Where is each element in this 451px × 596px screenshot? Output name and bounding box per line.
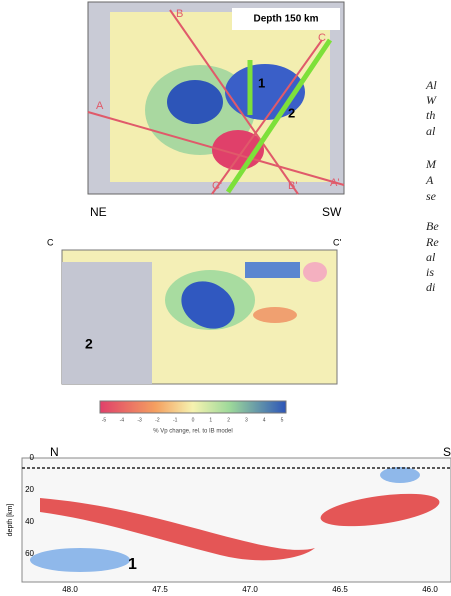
map-label: C [318, 32, 326, 44]
section-anomaly [253, 307, 297, 323]
profile-figure: 1 depth [km] [7, 458, 451, 582]
colorbar-tick: 4 [263, 417, 266, 423]
colorbar-tick: 0 [192, 417, 195, 423]
page: Depth 150 km A B C A' B' C' 1 2 NE SW C … [0, 0, 451, 596]
section-anomaly [303, 262, 327, 282]
x-tick-label: 48.0 [62, 585, 78, 594]
text-fragment: M [425, 157, 437, 171]
direction-label: NE [90, 205, 107, 219]
text-fragment: di [426, 280, 435, 294]
text-fragment: th [426, 108, 435, 122]
direction-label: N [50, 445, 59, 459]
text-fragment: se [426, 189, 437, 203]
text-fragment: al [426, 250, 436, 264]
colorbar-tick: -2 [155, 417, 160, 423]
colorbar-tick: 1 [209, 417, 212, 423]
text-fragment: is [426, 265, 434, 279]
y-tick-label: 60 [25, 549, 34, 558]
y-tick-label: 0 [30, 453, 35, 462]
colorbar-tick: -1 [173, 417, 178, 423]
colorbar [100, 401, 286, 413]
map-anomaly [167, 80, 223, 124]
section-masked [62, 262, 152, 384]
section-anomaly [245, 262, 300, 278]
colorbar-ticks: -5 -4 -3 -2 -1 0 1 2 3 4 5 [102, 417, 284, 423]
x-tick-label: 46.5 [332, 585, 348, 594]
x-tick-label: 47.0 [242, 585, 258, 594]
colorbar-tick: -4 [120, 417, 125, 423]
map-figure: Depth 150 km A B C A' B' C' 1 2 [88, 2, 344, 194]
map-label: B' [288, 180, 297, 192]
colorbar-tick: -3 [137, 417, 142, 423]
map-label: C' [212, 180, 222, 192]
map-title: Depth 150 km [253, 14, 318, 25]
colorbar-tick: 3 [245, 417, 248, 423]
section-end: C [47, 237, 54, 247]
section-region-label: 2 [85, 336, 93, 352]
profile-anomaly [380, 467, 420, 483]
text-fragment: Al [425, 78, 437, 92]
y-tick-label: 40 [25, 517, 34, 526]
map-label: A [96, 100, 104, 112]
map-region-label: 2 [288, 105, 295, 120]
profile-anomaly [30, 548, 130, 572]
text-fragment: Re [425, 235, 439, 249]
map-label: B [176, 8, 183, 20]
colorbar-tick: 2 [227, 417, 230, 423]
colorbar-tick: -5 [102, 417, 107, 423]
text-fragment: A [425, 173, 434, 187]
map-region-label: 1 [258, 75, 265, 90]
x-tick-label: 46.0 [422, 585, 438, 594]
direction-label: SW [322, 205, 342, 219]
section-end: C' [333, 237, 341, 247]
text-fragment: Be [426, 219, 439, 233]
colorbar-caption: % Vp change, rel. to IB model [153, 429, 232, 435]
text-fragment: W [426, 93, 437, 107]
y-axis-label: depth [km] [7, 504, 14, 537]
x-tick-label: 47.5 [152, 585, 168, 594]
y-tick-label: 20 [25, 485, 34, 494]
direction-label: S [443, 445, 451, 459]
colorbar-tick: 5 [281, 417, 284, 423]
section-figure: C C' 2 [47, 237, 341, 384]
text-fragment: al [426, 124, 436, 138]
profile-region-label: 1 [128, 556, 137, 573]
map-label: A' [330, 177, 339, 189]
